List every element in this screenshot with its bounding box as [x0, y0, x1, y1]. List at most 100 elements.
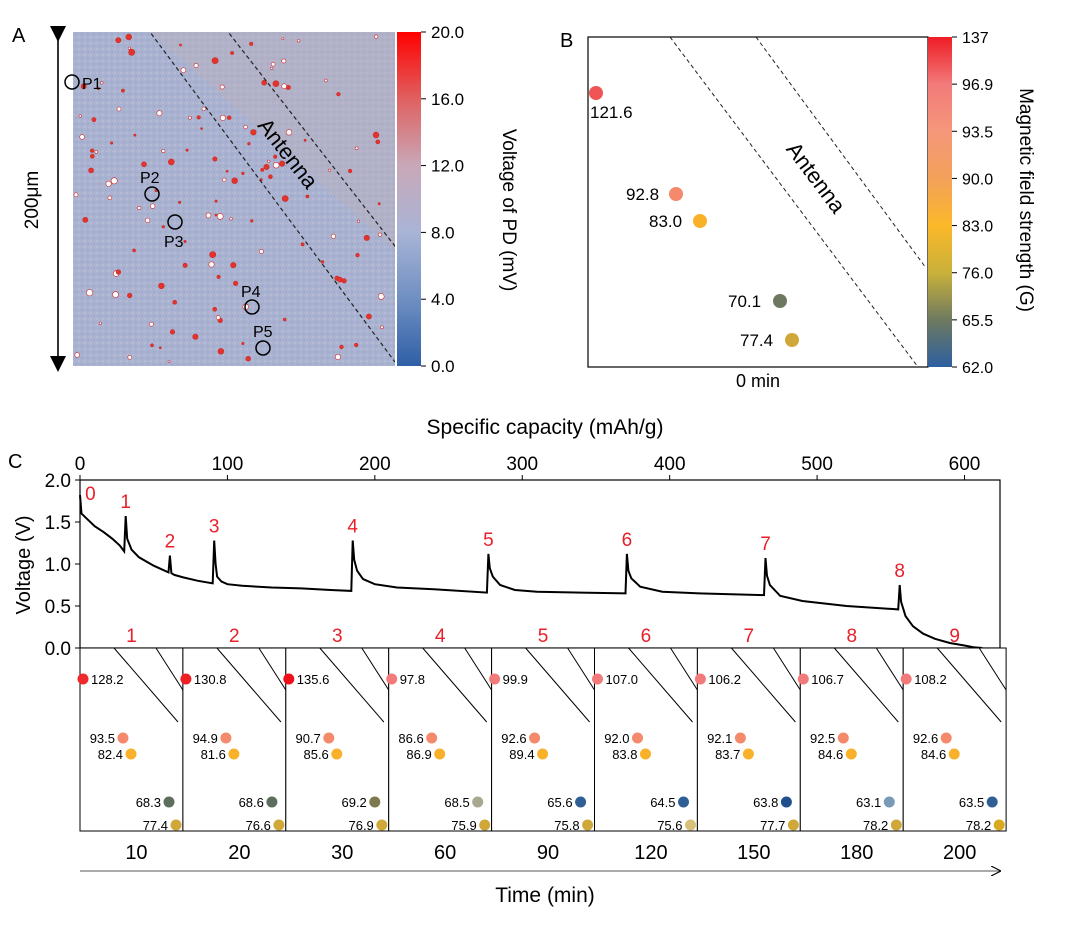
snapshot-antenna-edge [628, 647, 693, 723]
snapshot-value: 64.5 [650, 795, 675, 810]
snapshot-point [685, 819, 696, 831]
snapshot-point [369, 796, 381, 808]
time-tick-label: 10 [125, 842, 147, 864]
snapshot-point [266, 796, 278, 808]
speck [268, 174, 273, 179]
speck [241, 171, 245, 175]
speck [372, 131, 380, 139]
panel-b-letter: B [560, 30, 573, 52]
snapshot-antenna-edge [464, 647, 493, 691]
panel-b-point-2 [669, 187, 683, 201]
cycle-label-bottom: 1 [126, 626, 137, 647]
snapshot-value: 83.7 [715, 747, 740, 762]
snapshot-panel: 6 107.0 92.083.8 64.5 75.6 120 [592, 626, 698, 864]
snapshot-point [283, 673, 295, 685]
cycle-label-top: 4 [347, 516, 358, 537]
speck [115, 269, 121, 275]
snapshot-value: 92.5 [810, 731, 835, 746]
snapshot-point [434, 748, 446, 760]
speck [297, 39, 301, 43]
speck [261, 79, 268, 86]
snapshot-point [426, 732, 438, 744]
colorbar-tick-label: 90.0 [962, 171, 993, 188]
time-tick-label: 30 [331, 842, 353, 864]
snapshot-point [797, 673, 809, 685]
snapshot-value: 86.6 [398, 731, 423, 746]
snapshot-value: 63.5 [959, 795, 984, 810]
cycle-label-top: 1 [120, 492, 131, 513]
speck [214, 199, 218, 203]
speck [337, 276, 343, 283]
snapshot-value: 81.6 [201, 747, 226, 762]
snapshot-value: 75.9 [451, 818, 476, 833]
x-tick-label: 300 [506, 454, 538, 475]
snapshot-panel: 7 106.2 92.183.7 63.8 77.7 150 [694, 626, 801, 864]
snapshot-strip: 1128.293.582.468.377.4102130.894.981.668… [77, 626, 1007, 864]
pd-voltage-map [73, 32, 395, 366]
speck [79, 134, 85, 140]
speck [156, 110, 163, 117]
snapshot-panel: 5 99.9 92.689.4 65.6 75.8 90 [489, 626, 596, 864]
snapshot-frame [696, 647, 801, 832]
chart-axes-ticks: 0 100 200 300 400 500 600 0.0 0.5 1.0 1.5 2.0 [45, 454, 981, 660]
snapshot-value: 69.2 [341, 795, 366, 810]
snapshot-value: 76.6 [246, 818, 271, 833]
panel-b: B Antenna 121.6 92.8 83.0 70.1 77.4 0 mi… [560, 30, 1036, 391]
panel-b-point-3 [693, 214, 707, 228]
speck [141, 161, 147, 168]
speck [128, 48, 136, 56]
speck [249, 41, 254, 46]
colorbar-tick-label: 76.0 [962, 266, 993, 283]
speck [168, 158, 175, 166]
snapshot-value: 65.6 [547, 795, 572, 810]
speck [336, 92, 341, 97]
speck [110, 177, 118, 185]
probe-p4: P4 [241, 284, 261, 315]
time-tick-label: 120 [634, 842, 667, 864]
colorbar-tick-label: 62.0 [962, 360, 993, 377]
snapshot-antenna-edge [567, 647, 595, 691]
colorbar-tick-label: 93.5 [962, 124, 993, 141]
speck [89, 148, 95, 153]
cycle-labels: 0 1 2 3 4 5 6 7 8 [85, 484, 905, 582]
snapshot-antenna-edge [833, 647, 899, 723]
speck [324, 78, 328, 83]
speck [127, 46, 131, 50]
panel-a: A 200μm Antenna P1 P2 P3 P4 [12, 23, 519, 376]
snapshot-antenna-edge [670, 647, 698, 691]
panel-b-point-5 [785, 333, 799, 347]
panel-b-colorbar-ticks: 137 96.9 93.5 90.0 83.0 76.0 65.5 62.0 [952, 30, 993, 377]
snapshot-point [529, 732, 541, 744]
snapshot-panel: 8 106.7 92.584.6 63.1 78.2 180 [797, 626, 904, 864]
panel-b-antenna-edge-left [669, 37, 919, 367]
probe-p4-label: P4 [241, 284, 261, 301]
snapshot-value: 68.6 [239, 795, 264, 810]
snapshot-value: 76.9 [348, 818, 373, 833]
panel-b-value-3: 83.0 [649, 212, 682, 231]
speck [116, 106, 122, 112]
panel-b-antenna-edge-right [755, 37, 927, 269]
speck [196, 115, 201, 120]
speck [377, 293, 385, 300]
speck [380, 325, 384, 330]
snapshot-value: 78.2 [966, 818, 991, 833]
snapshot-value: 90.7 [295, 731, 320, 746]
x-tick-label: 100 [212, 454, 244, 475]
speck [208, 261, 215, 268]
cycle-label-bottom: 4 [435, 626, 446, 647]
y-tick-label: 1.0 [45, 555, 71, 576]
snapshot-point [331, 748, 343, 760]
speck [377, 202, 381, 206]
speck [80, 83, 87, 90]
panel-b-time-label: 0 min [736, 371, 780, 391]
snapshot-point [472, 796, 484, 808]
snapshot-value: 75.6 [657, 818, 682, 833]
panel-b-colorbar [928, 37, 952, 367]
speck [158, 282, 165, 290]
speck [161, 225, 165, 229]
speck [281, 58, 287, 64]
snapshot-point [986, 796, 998, 808]
snapshot-point [678, 796, 689, 808]
speck [74, 352, 80, 358]
speck [356, 219, 360, 223]
